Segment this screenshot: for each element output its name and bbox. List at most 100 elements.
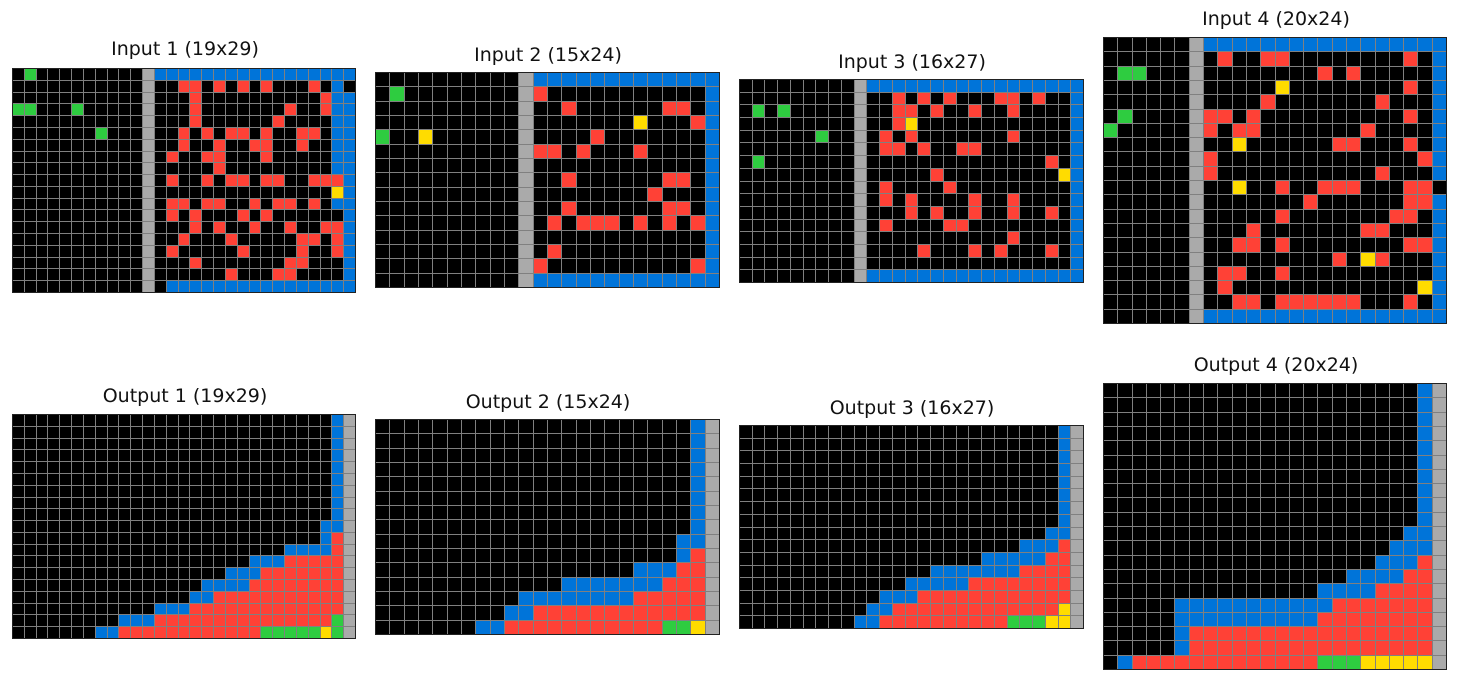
- grid-cell: [1361, 384, 1375, 398]
- grid-cell: [803, 156, 816, 168]
- grid-cell: [803, 502, 816, 514]
- grid-cell: [969, 194, 982, 206]
- grid-cell: [202, 532, 214, 544]
- grid-cell: [705, 591, 719, 606]
- grid-cell: [476, 448, 490, 462]
- grid-cell: [1361, 627, 1375, 641]
- grid-cell: [1318, 38, 1332, 52]
- grid-cell: [273, 127, 285, 139]
- grid-cell: [1332, 541, 1346, 555]
- grid-cell: [154, 210, 166, 222]
- grid-cell: [447, 101, 461, 115]
- grid-cell: [344, 281, 355, 292]
- grid-cell: [214, 163, 225, 175]
- grid-cell: [619, 216, 633, 230]
- grid-cell: [1246, 541, 1261, 555]
- grid-cell: [13, 568, 24, 580]
- grid-cell: [562, 548, 576, 563]
- grid-cell: [476, 244, 490, 259]
- grid-cell: [1404, 384, 1418, 398]
- grid-cell: [943, 603, 956, 616]
- grid-cell: [433, 505, 447, 520]
- grid-cell: [202, 234, 214, 245]
- grid-cell: [214, 544, 225, 556]
- grid-cell: [1058, 156, 1071, 168]
- grid-cell: [13, 69, 24, 80]
- grid-cell: [1071, 514, 1083, 527]
- grid-cell: [461, 606, 476, 620]
- grid-cell: [1332, 398, 1346, 412]
- grid-cell: [676, 158, 691, 173]
- grid-cell: [143, 222, 154, 234]
- grid-cell: [1275, 527, 1289, 541]
- grid-cell: [1104, 498, 1118, 512]
- grid-cell: [332, 127, 344, 139]
- grid-cell: [344, 556, 355, 568]
- grid-cell: [376, 158, 390, 173]
- grid-cell: [190, 591, 202, 603]
- grid-cell: [1332, 512, 1346, 526]
- grid-cell: [1189, 527, 1204, 541]
- grid-cell: [1332, 66, 1346, 80]
- grid-cell: [880, 270, 892, 282]
- grid-cell: [433, 73, 447, 87]
- grid-cell: [107, 210, 119, 222]
- grid-cell: [131, 163, 143, 175]
- grid-cell: [285, 116, 296, 127]
- grid-cell: [95, 234, 107, 245]
- grid-cell: [1175, 426, 1189, 441]
- grid-cell: [841, 464, 854, 476]
- grid-cell: [1332, 138, 1346, 152]
- grid-cell: [905, 257, 918, 270]
- grid-cell: [1104, 627, 1118, 641]
- grid-cell: [390, 201, 404, 216]
- grid-cell: [476, 259, 490, 273]
- grid-cell: [476, 505, 490, 520]
- grid-cell: [433, 259, 447, 273]
- grid-cell: [308, 556, 320, 568]
- grid-cell: [1161, 238, 1175, 252]
- grid-cell: [956, 578, 969, 590]
- grid-cell: [918, 143, 931, 156]
- grid-cell: [1104, 309, 1118, 323]
- grid-cell: [447, 201, 461, 216]
- grid-cell: [576, 87, 590, 101]
- grid-cell: [332, 92, 344, 104]
- grid-cell: [1045, 603, 1058, 616]
- grid-cell: [447, 606, 461, 620]
- grid-cell: [95, 438, 107, 450]
- grid-cell: [562, 420, 576, 434]
- grid-cell: [765, 156, 778, 168]
- grid-cell: [190, 521, 202, 532]
- input-title-4: Input 4 (20x24): [1202, 8, 1350, 30]
- grid-cell: [590, 173, 605, 187]
- grid-cell: [1161, 195, 1175, 209]
- grid-cell: [765, 105, 778, 118]
- grid-cell: [892, 244, 905, 257]
- grid-cell: [1361, 209, 1375, 223]
- grid-cell: [816, 232, 829, 244]
- grid-cell: [943, 105, 956, 118]
- grid-cell: [1289, 238, 1304, 252]
- grid-cell: [519, 606, 533, 620]
- grid-cell: [154, 603, 166, 615]
- grid-cell: [931, 181, 943, 194]
- grid-cell: [1304, 123, 1318, 138]
- grid-cell: [1375, 469, 1389, 484]
- grid-cell: [60, 175, 72, 186]
- grid-cell: [854, 257, 867, 270]
- grid-cell: [261, 415, 273, 426]
- grid-cell: [332, 234, 344, 245]
- grid-cell: [1189, 441, 1204, 455]
- grid-cell: [1146, 38, 1161, 52]
- grid-cell: [131, 151, 143, 163]
- grid-cell: [633, 144, 648, 158]
- grid-cell: [1020, 219, 1033, 232]
- grid-cell: [854, 156, 867, 168]
- grid-cell: [13, 544, 24, 556]
- grid-cell: [1432, 655, 1446, 669]
- grid-cell: [261, 69, 273, 80]
- grid-cell: [533, 548, 547, 563]
- grid-cell: [1318, 109, 1332, 123]
- grid-cell: [778, 130, 790, 143]
